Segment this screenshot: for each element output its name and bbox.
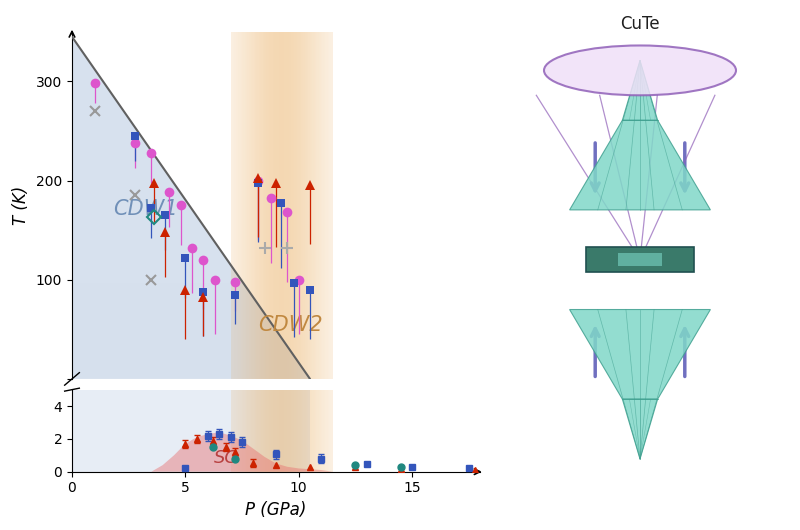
- Bar: [586, 247, 694, 272]
- Ellipse shape: [544, 46, 736, 95]
- Text: CuTe: CuTe: [620, 15, 660, 33]
- Text: CDW2: CDW2: [258, 315, 322, 335]
- Polygon shape: [570, 310, 710, 399]
- Polygon shape: [570, 120, 710, 210]
- Polygon shape: [72, 390, 310, 472]
- X-axis label: P (GPa): P (GPa): [246, 501, 306, 519]
- Text: SC: SC: [214, 449, 238, 467]
- Bar: [618, 253, 662, 266]
- Polygon shape: [622, 399, 658, 459]
- Y-axis label: T (K): T (K): [12, 186, 30, 225]
- Polygon shape: [622, 60, 658, 120]
- Text: CDW1: CDW1: [113, 199, 178, 219]
- Polygon shape: [72, 37, 310, 379]
